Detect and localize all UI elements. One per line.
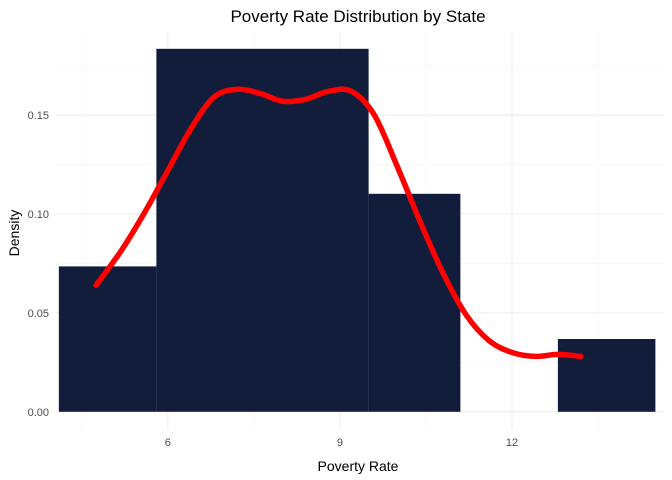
y-tick-label: 0.15: [28, 110, 49, 122]
x-axis-tick-labels: 6 9 12: [165, 437, 518, 449]
y-tick-label: 0.05: [28, 308, 49, 320]
y-axis-title: Density: [6, 210, 22, 257]
histogram-bar-1: [58, 266, 157, 412]
x-tick-label: 12: [506, 437, 518, 449]
chart-title: Poverty Rate Distribution by State: [230, 7, 485, 26]
x-axis-title: Poverty Rate: [318, 458, 399, 474]
density-curve-layer: [93, 86, 584, 360]
histogram-bar-2: [156, 48, 369, 412]
histogram-bars: [58, 48, 656, 412]
y-tick-label: 0.10: [28, 209, 49, 221]
histogram-bar-3: [368, 193, 461, 412]
x-tick-label: 9: [337, 437, 343, 449]
y-axis-tick-labels: 0.00 0.05 0.10 0.15: [28, 110, 49, 419]
histogram-bar-5: [557, 339, 656, 412]
density-curve: [93, 86, 584, 360]
y-tick-label: 0.00: [28, 407, 49, 419]
x-tick-label: 6: [165, 437, 171, 449]
